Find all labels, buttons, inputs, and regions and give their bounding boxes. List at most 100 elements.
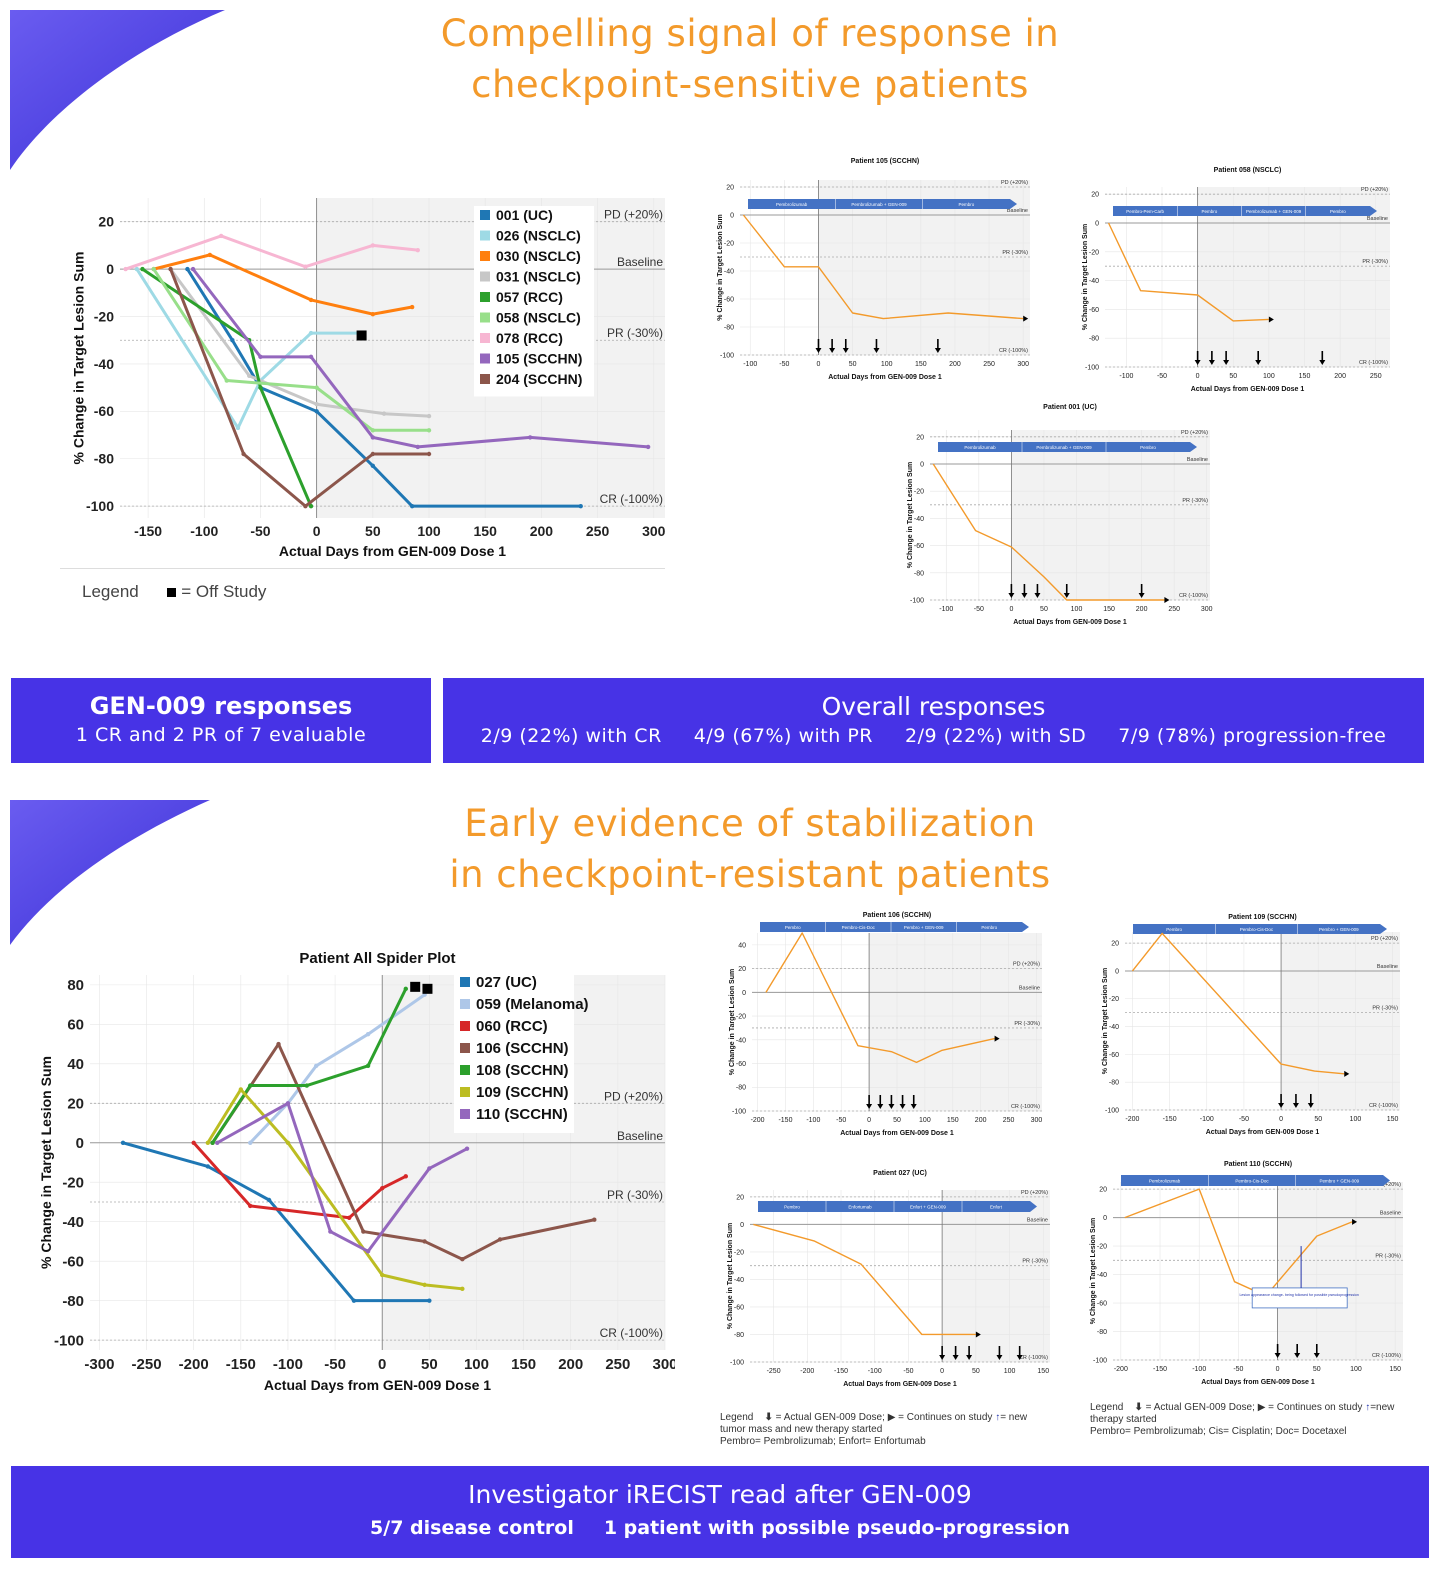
- x-tick-label: -100: [1200, 1116, 1214, 1123]
- x-tick-label: 50: [849, 361, 857, 368]
- continues-arrow-icon: ▶: [1257, 1402, 1266, 1413]
- therapy-label: Pembro: [958, 202, 974, 207]
- y-tick-label: 20: [736, 1194, 744, 1201]
- reference-label: PR (-30%): [607, 326, 663, 340]
- x-tick-label: -200: [800, 1368, 814, 1375]
- data-point: [370, 451, 376, 457]
- x-tick-label: 0: [940, 1368, 944, 1375]
- therapy-label: Pembro-Pem-Carb: [1126, 209, 1164, 214]
- post-dose-shade: [1011, 430, 1210, 600]
- data-point: [426, 413, 432, 419]
- data-point: [370, 243, 376, 248]
- data-point: [370, 435, 376, 440]
- y-tick-label: 20: [67, 1096, 84, 1113]
- series-line: [1124, 1188, 1353, 1297]
- x-tick-label: 100: [417, 523, 441, 539]
- therapy-bar: [938, 442, 1197, 452]
- dose-arrow-head: [877, 1104, 884, 1109]
- x-tick-label: 200: [1334, 373, 1346, 380]
- data-point: [205, 1164, 211, 1169]
- top-section-title: Compelling signal of response in checkpo…: [400, 8, 1100, 110]
- reference-label: PR (-30%): [1014, 1021, 1040, 1027]
- data-point: [238, 1087, 244, 1092]
- new-therapy-arrow-icon: ↑: [1365, 1402, 1371, 1413]
- continues-arrow-icon: [1164, 597, 1170, 603]
- data-point: [303, 503, 308, 509]
- data-point: [258, 385, 263, 390]
- x-tick-label: 250: [1168, 606, 1180, 613]
- y-tick-label: -60: [734, 1304, 744, 1311]
- legend-divider: [60, 568, 665, 569]
- therapy-label: Pembro: [1330, 209, 1346, 214]
- irecist-disease-control: 5/7 disease control: [370, 1517, 574, 1539]
- x-tick-label: -50: [250, 523, 270, 539]
- reference-label: Baseline: [1377, 964, 1398, 970]
- x-tick-label: 250: [605, 1356, 630, 1373]
- data-point: [266, 1197, 272, 1203]
- y-tick-label: -100: [54, 1332, 84, 1349]
- data-point: [422, 1239, 427, 1244]
- legend-mid-dose: = Actual GEN-009 Dose;: [775, 1412, 885, 1423]
- continues-arrow-icon: ▶: [887, 1412, 896, 1423]
- data-point: [365, 1249, 371, 1254]
- post-dose-shade: [1281, 932, 1400, 1110]
- legend-swatch: [460, 1043, 470, 1053]
- continues-arrow-icon: [1023, 315, 1029, 322]
- y-tick-label: -40: [62, 1214, 84, 1231]
- y-tick-label: -100: [910, 597, 924, 604]
- therapy-label: Pembrolizumab: [1149, 1179, 1181, 1184]
- x-tick-label: 100: [464, 1356, 489, 1373]
- data-point: [464, 1146, 470, 1151]
- legend-swatch: [460, 999, 470, 1009]
- y-tick-label: 20: [1091, 192, 1099, 199]
- chart-title: Patient 106 (SCCHN): [863, 912, 931, 919]
- x-axis-label: Actual Days from GEN-009 Dose 1: [279, 543, 506, 559]
- annotation-text: Lesion appearance change- being followed…: [1239, 1293, 1358, 1297]
- x-tick-label: 300: [1031, 1117, 1043, 1124]
- x-tick-label: -150: [1163, 1116, 1177, 1123]
- data-point: [415, 444, 420, 450]
- data-point: [276, 1041, 281, 1047]
- y-axis-label: % Change in Target Lesion Sum: [38, 1056, 54, 1269]
- data-point: [215, 1140, 220, 1145]
- reference-label: Baseline: [1380, 1211, 1401, 1217]
- x-tick-label: -100: [1119, 373, 1133, 380]
- data-point: [308, 297, 314, 303]
- therapy-label: Pembro: [785, 925, 801, 930]
- overall-item-pr: 4/9 (67%) with PR: [693, 725, 873, 747]
- y-tick-label: 80: [67, 977, 84, 994]
- therapy-label: Pembro + GEN-009: [1319, 927, 1359, 932]
- x-tick-label: 0: [867, 1117, 871, 1124]
- data-point: [422, 1282, 427, 1288]
- x-tick-label: 0: [1279, 1116, 1283, 1123]
- data-point: [370, 428, 376, 433]
- x-tick-label: 0: [1009, 606, 1013, 613]
- data-point: [168, 266, 173, 272]
- legend-right-new: =new: [1370, 1402, 1395, 1413]
- y-axis-label: % Change in Target Lesion Sum: [727, 1223, 734, 1329]
- y-tick-label: -100: [732, 1108, 746, 1115]
- y-tick-label: -100: [730, 1359, 744, 1366]
- corner-decoration-bottom: [10, 800, 210, 945]
- x-tick-label: 300: [642, 523, 666, 539]
- series-line: [932, 463, 1165, 601]
- legend-entry: 105 (SCCHN): [496, 351, 582, 367]
- x-tick-label: -150: [226, 1356, 256, 1373]
- x-tick-label: 150: [1103, 606, 1115, 613]
- reference-label: PR (-30%): [1375, 1253, 1401, 1259]
- x-tick-label: 100: [1004, 1368, 1016, 1375]
- legend-swatch: [460, 1109, 470, 1119]
- therapy-bar: [1113, 206, 1377, 216]
- data-point: [308, 503, 314, 509]
- x-axis-label: Actual Days from GEN-009 Dose 1: [843, 1381, 957, 1388]
- dose-arrow-head: [1292, 1103, 1299, 1108]
- legend-entry: 059 (Melanoma): [476, 996, 589, 1013]
- therapy-label: Pembro: [1166, 927, 1182, 932]
- patient-027-chart: PD (+20%) Baseline PR (-30%) CR (-100%) -250…: [700, 1165, 1060, 1400]
- data-point: [285, 1101, 291, 1106]
- reference-label: Baseline: [1187, 457, 1208, 463]
- dose-arrow-head: [1278, 1103, 1285, 1108]
- x-tick-label: 200: [558, 1356, 583, 1373]
- dose-arrow-head: [1194, 360, 1201, 365]
- data-point: [230, 338, 235, 343]
